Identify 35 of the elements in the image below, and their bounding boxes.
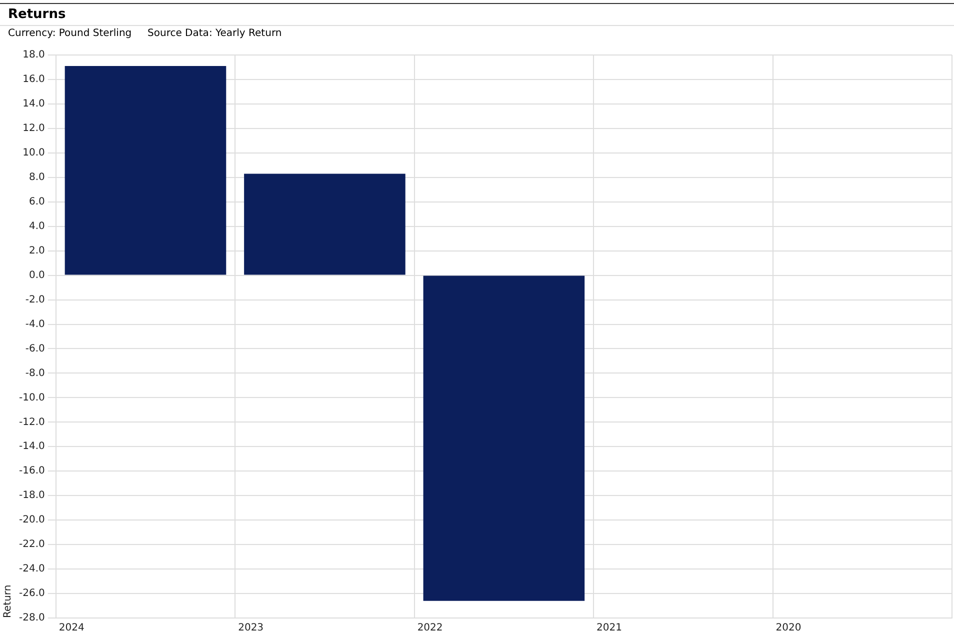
y-tick-label: 16.0	[22, 74, 45, 86]
bar	[64, 66, 226, 275]
bar	[244, 174, 406, 275]
y-tick-label: 4.0	[28, 220, 45, 232]
y-tick-label: 8.0	[28, 172, 45, 183]
y-tick-label: -22.0	[19, 539, 45, 550]
chart-title: Returns	[7, 6, 67, 24]
y-tick-label: -8.0	[25, 368, 45, 379]
y-tick-label: -20.0	[19, 514, 45, 526]
y-tick-label: -14.0	[19, 441, 45, 452]
y-tick-label: 6.0	[28, 196, 45, 208]
x-tick-label: 2022	[417, 622, 443, 633]
y-tick-label: -18.0	[19, 490, 45, 502]
y-tick-label: -26.0	[19, 588, 45, 600]
y-tick-label: 12.0	[22, 123, 45, 134]
y-tick-label: -4.0	[25, 318, 45, 330]
bar	[423, 276, 585, 601]
x-tick-label: 2020	[776, 622, 802, 633]
y-tick-label: -6.0	[25, 343, 45, 354]
chart-subtitle: Currency: Pound Sterling Source Data: Yearly Return	[0, 25, 954, 46]
y-tick-label: -12.0	[19, 416, 45, 428]
y-tick-label: 14.0	[22, 98, 45, 110]
y-tick-label: -24.0	[19, 564, 45, 575]
y-axis-title: Return	[2, 584, 14, 618]
y-tick-label: -28.0	[19, 612, 45, 624]
y-tick-label: 0.0	[28, 270, 45, 281]
y-tick-label: 2.0	[28, 245, 45, 256]
y-tick-label: -16.0	[19, 466, 45, 477]
y-tick-label: -10.0	[19, 392, 45, 404]
y-tick-label: 18.0	[22, 50, 45, 61]
x-tick-label: 2023	[238, 622, 264, 633]
y-tick-label: 10.0	[22, 148, 45, 159]
x-tick-label: 2024	[58, 622, 84, 633]
y-tick-label: -2.0	[25, 294, 45, 306]
x-tick-label: 2021	[596, 622, 622, 633]
